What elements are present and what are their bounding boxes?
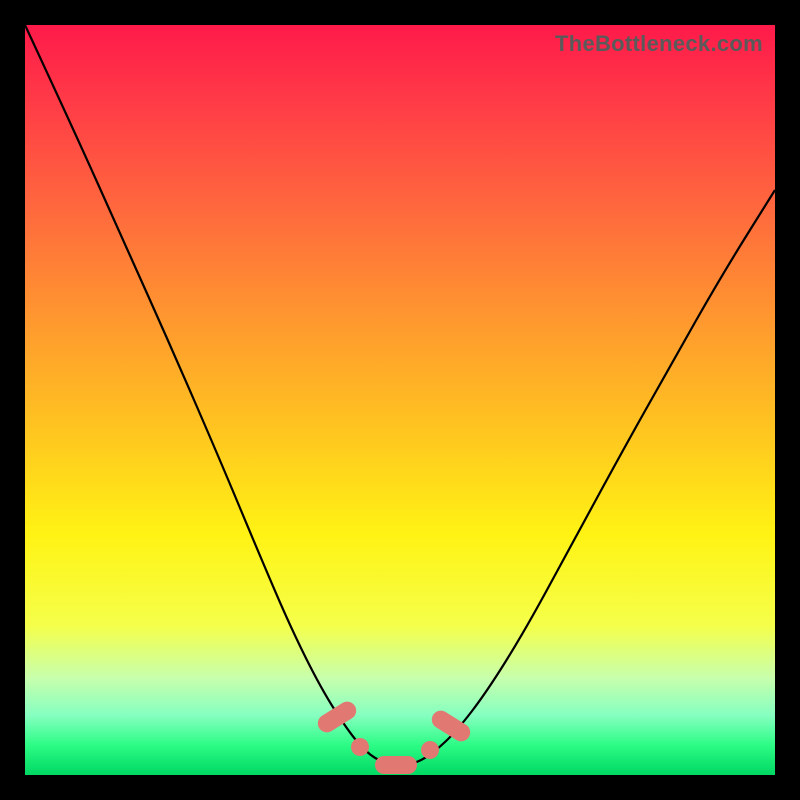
bottleneck-curve (25, 25, 775, 775)
chart-plot-area: TheBottleneck.com (25, 25, 775, 775)
curve-marker-2 (375, 756, 417, 774)
